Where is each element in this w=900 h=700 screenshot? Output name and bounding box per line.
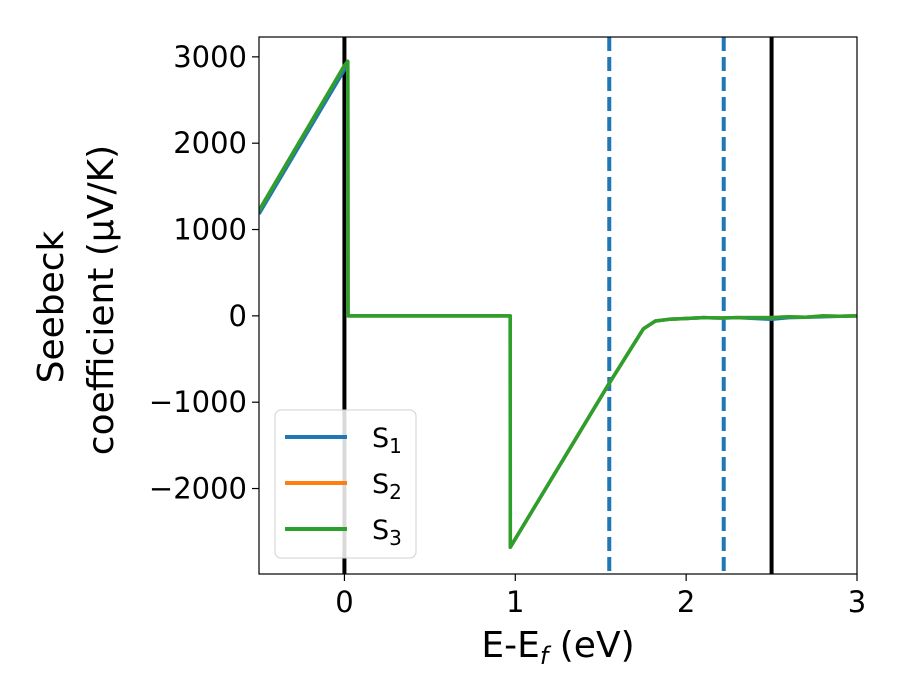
y-axis-title: Seebeck coefficient (μV/K) [31, 145, 122, 455]
y-tick-label: 1000 [173, 213, 247, 247]
y-tick-label: 0 [229, 299, 247, 333]
series-lines [259, 59, 857, 549]
y-axis-title-line2: coefficient (μV/K) [81, 145, 122, 455]
x-axis-title: E-Ef (eV) [481, 625, 634, 670]
y-tick-label: −2000 [149, 472, 247, 506]
legend-label-s2: S2 [372, 469, 402, 504]
y-axis-ticks: −2000 −1000 0 1000 2000 3000 [149, 40, 259, 506]
x-tick-label: 1 [506, 585, 524, 619]
x-tick-label: 0 [335, 585, 353, 619]
plot-frame [258, 36, 858, 575]
x-tick-label: 2 [677, 585, 695, 619]
x-axis-ticks: 0 1 2 3 [335, 574, 866, 619]
x-tick-label: 3 [848, 585, 866, 619]
legend-label-s3: S3 [372, 515, 402, 550]
y-axis-title-line1: Seebeck [31, 230, 72, 383]
y-tick-label: 2000 [173, 126, 247, 160]
y-tick-label: −1000 [149, 385, 247, 419]
legend-label-s1: S1 [372, 423, 402, 458]
y-tick-label: 3000 [173, 40, 247, 74]
series-line-s3 [259, 59, 857, 549]
plot-area [259, 37, 857, 574]
legend: S1 S2 S3 [274, 409, 417, 559]
